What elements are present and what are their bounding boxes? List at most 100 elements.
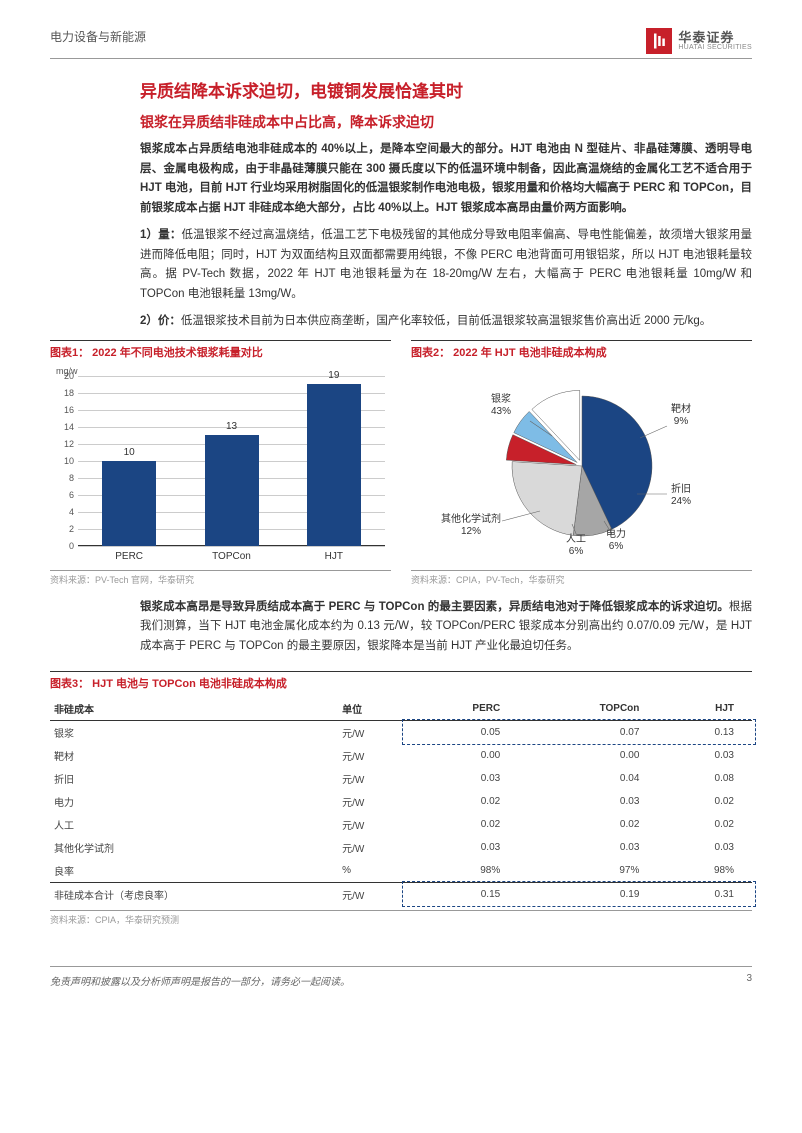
header-logo: 华泰证券 HUATAI SECURITIES <box>646 28 752 54</box>
pie-label: 电力6% <box>606 529 626 553</box>
table-cell: 0.03 <box>518 836 657 859</box>
table-cell: 0.08 <box>657 767 752 790</box>
table-cell: 0.02 <box>657 790 752 813</box>
paragraph-2: 1）量：低温银浆不经过高温烧结，低温工艺下电极残留的其他成分导致电阻率偏高、导电… <box>140 226 752 304</box>
table-cell: 0.19 <box>518 882 657 906</box>
table-cell: 良率 <box>50 859 338 883</box>
bar-ytick: 6 <box>56 490 74 500</box>
table-cell: 0.04 <box>518 767 657 790</box>
chart2-title: 图表2： 2022 年 HJT 电池非硅成本构成 <box>411 340 752 360</box>
bar-ytick: 2 <box>56 524 74 534</box>
table-cell: 0.02 <box>518 813 657 836</box>
pie-label: 银浆43% <box>491 394 511 418</box>
pie-label: 靶材9% <box>671 404 691 428</box>
para4-bold: 银浆成本高昂是导致异质结成本高于 PERC 与 TOPCon 的最主要因素，异质… <box>140 601 729 613</box>
chart1-title: 图表1： 2022 年不同电池技术银浆耗量对比 <box>50 340 391 360</box>
table-cell: 0.03 <box>657 744 752 767</box>
table-cell: 元/W <box>338 836 406 859</box>
table-cell: 其他化学试剂 <box>50 836 338 859</box>
pie-label: 其他化学试剂12% <box>441 514 501 538</box>
pie-chart: 银浆43% 靶材9% 折旧24% 电力6% 人工6% 其他化学试剂12% <box>411 366 752 566</box>
bar-ytick: 8 <box>56 473 74 483</box>
subtitle: 银浆在异质结非硅成本中占比高，降本诉求迫切 <box>140 112 752 132</box>
table-cell: 银浆 <box>50 720 338 744</box>
table-cell: 98% <box>657 859 752 883</box>
table-row: 靶材元/W0.000.000.03 <box>50 744 752 767</box>
bar-item: 13TOPCon <box>205 435 259 546</box>
table-cell: 0.31 <box>657 882 752 906</box>
table-cell: 人工 <box>50 813 338 836</box>
chart2-source: 资料来源：CPIA，PV-Tech，华泰研究 <box>411 570 752 586</box>
table3-block: 图表3： HJT 电池与 TOPCon 电池非硅成本构成 非硅成本单位PERCT… <box>50 671 752 926</box>
table-cell: 靶材 <box>50 744 338 767</box>
bar-ytick: 0 <box>56 541 74 551</box>
header-category: 电力设备与新能源 <box>50 28 146 45</box>
page-number: 3 <box>746 973 752 988</box>
bar-ytick: 4 <box>56 507 74 517</box>
paragraph-1-text: 银浆成本占异质结电池非硅成本的 40%以上，是降本空间最大的部分。HJT 电池由… <box>140 143 752 214</box>
table3: 非硅成本单位PERCTOPConHJT银浆元/W0.050.070.13靶材元/… <box>50 697 752 906</box>
bar-ytick: 20 <box>56 371 74 381</box>
bar-gridline <box>78 546 385 547</box>
table-cell: 0.02 <box>406 813 518 836</box>
footer-disclaimer: 免责声明和披露以及分析师声明是报告的一部分，请务必一起阅读。 <box>50 973 350 988</box>
paragraph-4: 银浆成本高昂是导致异质结成本高于 PERC 与 TOPCon 的最主要因素，异质… <box>140 598 752 657</box>
table-header-cell: TOPCon <box>518 697 657 721</box>
table-cell: 0.03 <box>406 836 518 859</box>
table-cell: 0.15 <box>406 882 518 906</box>
table-cell: 折旧 <box>50 767 338 790</box>
bar-ytick: 12 <box>56 439 74 449</box>
table-cell: 元/W <box>338 790 406 813</box>
bar-chart: mg/w 0246810121416182010PERC13TOPCon19HJ… <box>50 366 391 566</box>
table3-source: 资料来源：CPIA，华泰研究预测 <box>50 910 752 926</box>
para3-label: 2）价： <box>140 315 181 327</box>
para2-label: 1）量： <box>140 229 181 241</box>
table-cell: 0.03 <box>406 767 518 790</box>
table-cell: 0.03 <box>657 836 752 859</box>
table-row: 折旧元/W0.030.040.08 <box>50 767 752 790</box>
table-row: 电力元/W0.020.030.02 <box>50 790 752 813</box>
table-header-cell: HJT <box>657 697 752 721</box>
table-row: 良率%98%97%98% <box>50 859 752 883</box>
table3-title: 图表3： HJT 电池与 TOPCon 电池非硅成本构成 <box>50 671 752 691</box>
table-row: 人工元/W0.020.020.02 <box>50 813 752 836</box>
table-row: 其他化学试剂元/W0.030.030.03 <box>50 836 752 859</box>
bar-x-label: HJT <box>307 551 361 562</box>
bar-x-label: PERC <box>102 551 156 562</box>
table-header-cell: 单位 <box>338 697 406 721</box>
table-cell: 0.02 <box>657 813 752 836</box>
logo-icon <box>646 28 672 54</box>
table-cell: 元/W <box>338 744 406 767</box>
logo-text-en: HUATAI SECURITIES <box>678 44 752 51</box>
chart1-source: 资料来源：PV-Tech 官网，华泰研究 <box>50 570 391 586</box>
table-cell: % <box>338 859 406 883</box>
logo-text-cn: 华泰证券 <box>678 31 752 44</box>
bar-item: 19HJT <box>307 384 361 546</box>
table-cell: 元/W <box>338 882 406 906</box>
table-cell: 98% <box>406 859 518 883</box>
table-row: 非硅成本合计（考虑良率）元/W0.150.190.31 <box>50 882 752 906</box>
bar-ytick: 14 <box>56 422 74 432</box>
table-header-cell: 非硅成本 <box>50 697 338 721</box>
table-cell: 0.05 <box>406 720 518 744</box>
paragraph-3: 2）价：低温银浆技术目前为日本供应商垄断，国产化率较低，目前低温银浆较高温银浆售… <box>140 312 752 332</box>
table-cell: 0.00 <box>518 744 657 767</box>
bar-value-label: 13 <box>205 421 259 432</box>
table-cell: 0.13 <box>657 720 752 744</box>
page-header: 电力设备与新能源 华泰证券 HUATAI SECURITIES <box>50 28 752 59</box>
bar-value-label: 19 <box>307 370 361 381</box>
bar-ytick: 10 <box>56 456 74 466</box>
paragraph-1: 银浆成本占异质结电池非硅成本的 40%以上，是降本空间最大的部分。HJT 电池由… <box>140 140 752 218</box>
chart2-block: 图表2： 2022 年 HJT 电池非硅成本构成 银浆43% 靶材9% 折旧24% 电… <box>411 340 752 586</box>
para3-text: 低温银浆技术目前为日本供应商垄断，国产化率较低，目前低温银浆较高温银浆售价高出近… <box>181 315 711 327</box>
bar-x-label: TOPCon <box>205 551 259 562</box>
pie-label: 人工6% <box>566 534 586 558</box>
table-cell: 0.02 <box>406 790 518 813</box>
table-cell: 97% <box>518 859 657 883</box>
para2-text: 低温银浆不经过高温烧结，低温工艺下电极残留的其他成分导致电阻率偏高、导电性能偏差… <box>140 229 752 300</box>
page-footer: 免责声明和披露以及分析师声明是报告的一部分，请务必一起阅读。 3 <box>50 966 752 988</box>
table-cell: 非硅成本合计（考虑良率） <box>50 882 338 906</box>
pie-label: 折旧24% <box>671 484 691 508</box>
table-cell: 0.03 <box>518 790 657 813</box>
table-cell: 元/W <box>338 720 406 744</box>
